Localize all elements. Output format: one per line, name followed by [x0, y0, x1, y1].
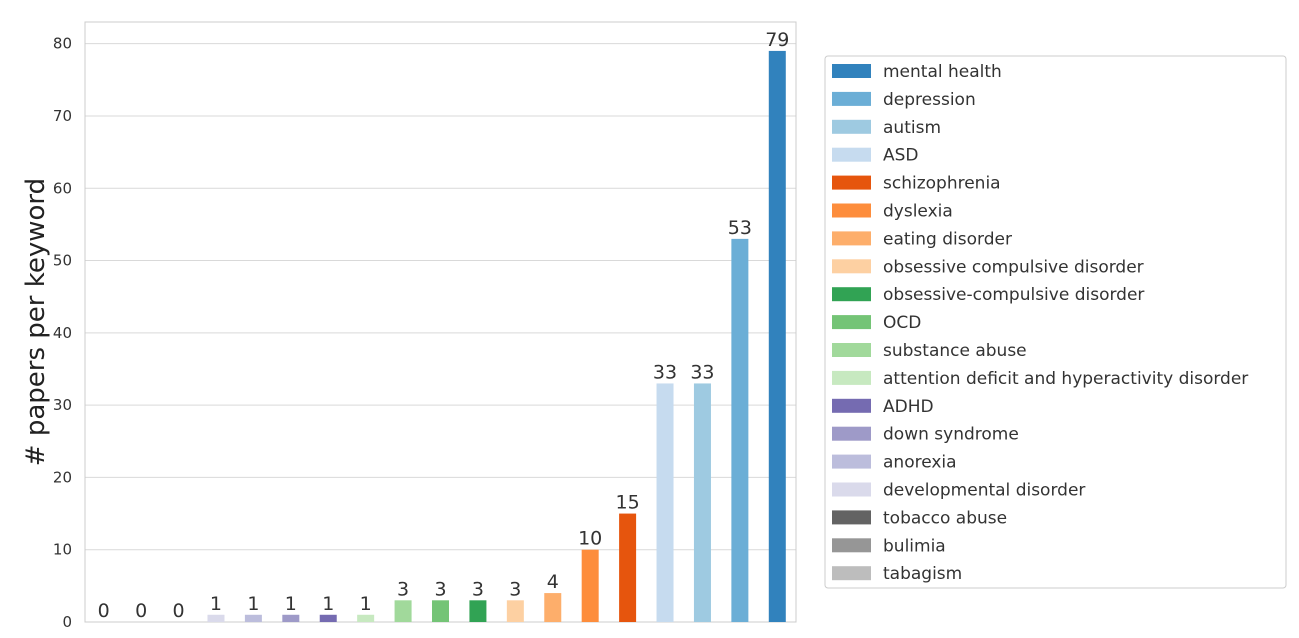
legend-label: mental health [883, 62, 1002, 82]
legend-label: obsessive-compulsive disorder [883, 285, 1144, 305]
bar-value-label: 33 [653, 361, 677, 383]
legend-swatch [832, 426, 871, 441]
bar [506, 600, 524, 622]
legend-swatch [832, 259, 871, 274]
bar [469, 600, 487, 622]
bar-value-label: 0 [98, 600, 110, 622]
legend-label: attention deficit and hyperactivity diso… [883, 369, 1248, 389]
legend-label: ASD [883, 146, 919, 166]
bar-value-label: 1 [360, 593, 372, 615]
legend-swatch [832, 370, 871, 385]
legend-label: OCD [883, 313, 921, 333]
bar-value-label: 53 [728, 217, 752, 239]
legend-items: mental health depression autism ASD schizoph… [832, 62, 1248, 584]
bar [656, 383, 674, 622]
bar-value-label: 3 [509, 578, 521, 600]
bar [244, 614, 262, 622]
legend-swatch [832, 175, 871, 190]
legend-swatch [832, 538, 871, 553]
legend-swatch [832, 119, 871, 134]
bar-value-label: 3 [434, 578, 446, 600]
bar-value-label: 3 [397, 578, 409, 600]
legend-swatch [832, 454, 871, 469]
legend-swatch [832, 510, 871, 525]
legend-swatch [832, 287, 871, 302]
legend-label: developmental disorder [883, 481, 1085, 501]
bar [544, 593, 562, 622]
bar [619, 513, 637, 622]
bar [394, 600, 412, 622]
legend-label: autism [883, 118, 941, 138]
y-tick-label: 60 [53, 179, 72, 197]
bar-value-label: 79 [765, 29, 789, 51]
bar [768, 50, 786, 623]
legend-label: down syndrome [883, 425, 1019, 445]
bar-value-label: 15 [616, 492, 640, 514]
legend-swatch [832, 398, 871, 413]
legend-label: substance abuse [883, 341, 1027, 361]
bar-value-label: 3 [472, 578, 484, 600]
bar [731, 238, 749, 622]
legend-label: obsessive compulsive disorder [883, 257, 1144, 277]
y-tick-label: 20 [53, 468, 72, 486]
legend-swatch [832, 147, 871, 162]
bar-value-label: 1 [210, 593, 222, 615]
bar [319, 614, 337, 622]
bar-value-label: 4 [547, 571, 559, 593]
legend-label: depression [883, 90, 976, 110]
legend-label: tobacco abuse [883, 508, 1007, 528]
bar [207, 614, 225, 622]
y-tick-label: 0 [62, 613, 72, 631]
legend-swatch [832, 64, 871, 78]
legend-label: anorexia [883, 453, 957, 473]
bar-value-label: 33 [690, 361, 714, 383]
legend-frame [824, 55, 1287, 589]
y-tick-label: 10 [53, 541, 72, 559]
legend-swatch [832, 91, 871, 106]
grid-lines [85, 43, 796, 623]
bar-value-label: 10 [578, 528, 602, 550]
plot-area-frame [84, 21, 797, 623]
legend-label: bulimia [883, 536, 946, 556]
y-axis-ticks: 0 10 20 30 40 50 60 70 80 [53, 35, 72, 631]
bar [432, 600, 449, 622]
bar [282, 614, 300, 622]
legend-label: tabagism [883, 564, 962, 584]
bar-value-label: 0 [135, 600, 147, 622]
y-tick-label: 80 [53, 35, 72, 53]
bar-value-label: 1 [285, 593, 297, 615]
bars-group [207, 50, 786, 623]
y-tick-label: 30 [53, 396, 72, 414]
y-axis-label: # papers per keyword [21, 178, 51, 466]
legend-swatch [832, 315, 871, 330]
bar-value-label: 1 [247, 593, 259, 615]
legend-swatch [832, 231, 871, 246]
bar [693, 383, 711, 622]
legend-label: dyslexia [883, 202, 953, 222]
legend-swatch [832, 566, 871, 581]
bar [357, 614, 375, 622]
y-tick-label: 50 [53, 252, 72, 270]
y-tick-label: 70 [53, 107, 72, 125]
bar-value-label: 1 [322, 593, 334, 615]
bar [581, 549, 599, 622]
legend-label: schizophrenia [883, 174, 1001, 194]
y-tick-label: 40 [53, 324, 72, 342]
legend-swatch [832, 203, 871, 218]
legend-swatch [832, 343, 871, 357]
legend-swatch [832, 482, 871, 497]
legend-label: eating disorder [883, 229, 1012, 249]
bar-value-label: 0 [173, 600, 185, 622]
legend-label: ADHD [883, 397, 934, 417]
legend: mental health depression autism ASD schizoph… [824, 55, 1287, 589]
